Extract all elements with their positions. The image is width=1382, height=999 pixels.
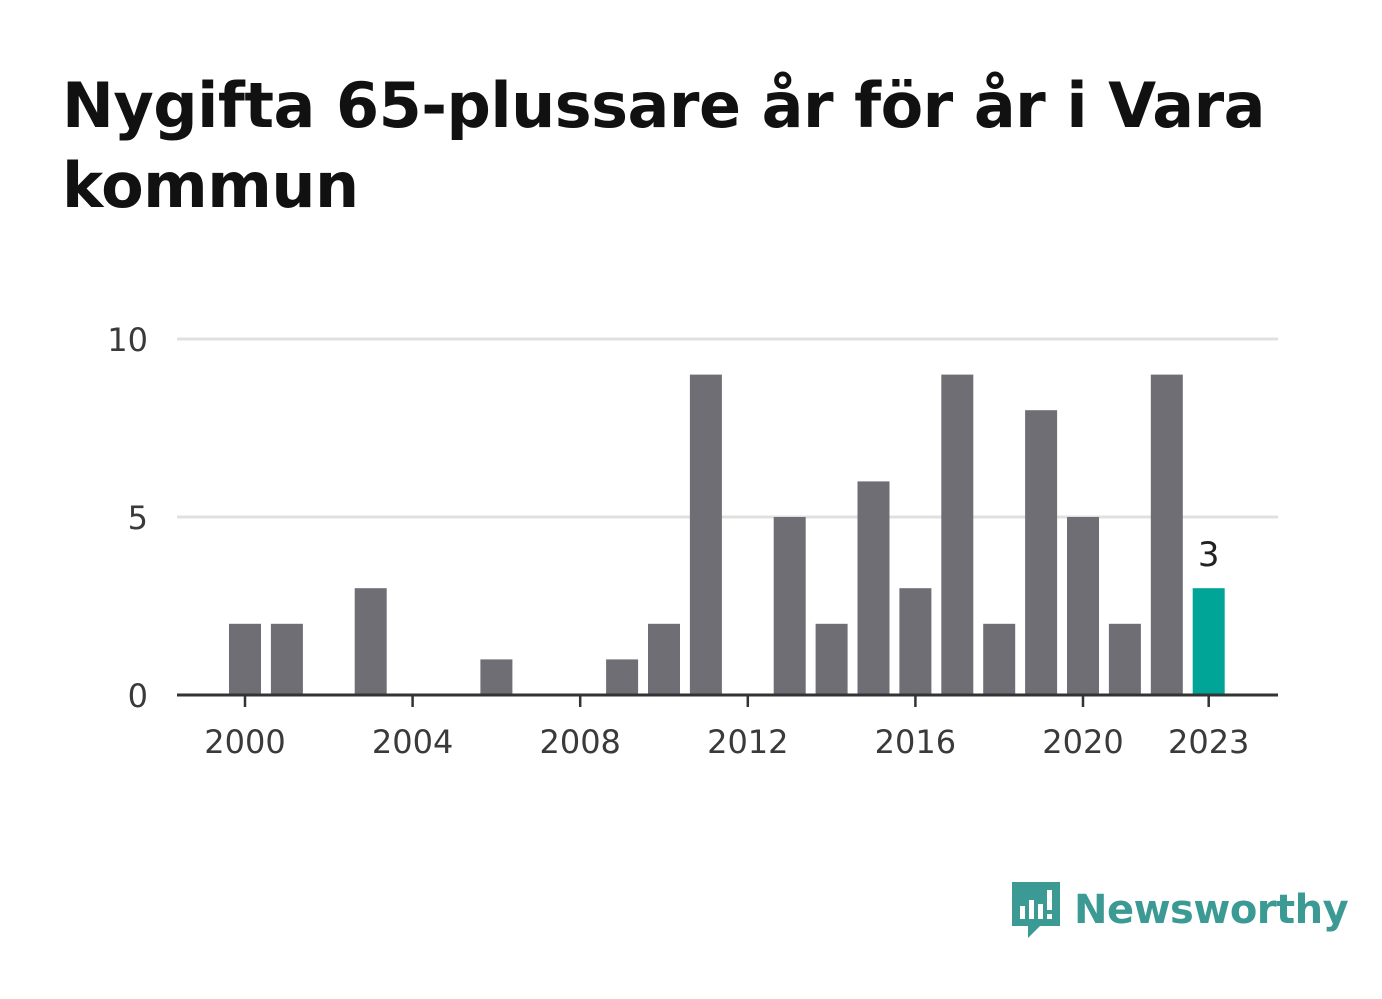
bars: [229, 374, 1225, 695]
bar-2000: [229, 623, 261, 695]
bar-2017: [941, 374, 974, 695]
bar-2016: [899, 588, 932, 695]
newsworthy-logo[interactable]: Newsworthy: [1010, 878, 1349, 942]
chart-title: Nygifta 65-plussare år för år i Vara kom…: [62, 69, 1266, 222]
gridlines: [177, 337, 1278, 519]
bar-2019: [1025, 410, 1058, 695]
bar-2009: [606, 659, 639, 695]
bar-2015: [857, 481, 890, 695]
y-tick-label-5: 5: [128, 499, 148, 537]
bar-2021: [1108, 623, 1141, 695]
labels: 0 5 10 2000 2004 2008 2012 2016 2020 2023 3: [107, 321, 1249, 761]
bar-2011: [689, 374, 722, 695]
bar-2001: [270, 623, 303, 695]
x-tick-label-2000: 2000: [204, 723, 285, 761]
x-axis: [177, 693, 1278, 707]
x-tick-label-2020: 2020: [1042, 723, 1123, 761]
bar-2010: [648, 623, 680, 695]
y-tick-label-10: 10: [107, 321, 148, 359]
newsworthy-logo-text: Newsworthy: [1074, 887, 1349, 933]
bar-2020: [1067, 517, 1099, 695]
x-tick-label-2008: 2008: [539, 723, 620, 761]
x-tick-label-2004: 2004: [372, 723, 453, 761]
newsworthy-logo-icon: [1012, 882, 1060, 938]
bar-2018: [983, 623, 1016, 695]
bar-2006: [480, 659, 513, 695]
bar-2003: [354, 588, 387, 695]
bar-2014: [815, 623, 848, 695]
x-tick-label-2012: 2012: [707, 723, 788, 761]
bar-2023: [1192, 588, 1225, 695]
y-tick-label-0: 0: [128, 677, 148, 715]
x-tick-label-2016: 2016: [875, 723, 956, 761]
bar-2013: [773, 517, 806, 695]
x-tick-label-2023: 2023: [1168, 723, 1249, 761]
bar-2022: [1150, 374, 1183, 695]
data-label-2023: 3: [1198, 535, 1220, 575]
